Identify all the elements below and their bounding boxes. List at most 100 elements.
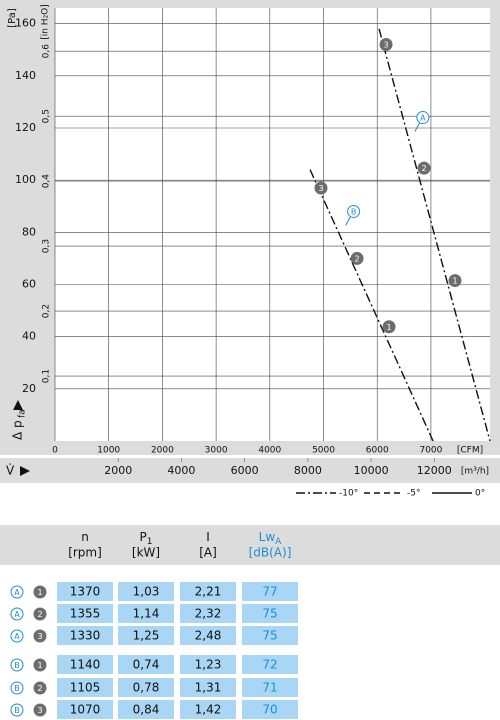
operating-point: 1 xyxy=(448,274,462,288)
row-curve: A xyxy=(14,632,20,641)
column-name-sub: A xyxy=(275,537,282,547)
table-cell xyxy=(242,700,298,719)
x-arrow xyxy=(20,466,30,476)
y-label: [Pa] xyxy=(7,8,18,28)
curve-label-circle xyxy=(347,204,361,218)
legend-label: 0° xyxy=(475,489,485,499)
row-curve: A xyxy=(14,588,20,597)
cell-text: 1,03 xyxy=(133,585,160,599)
table-cell xyxy=(180,678,236,697)
y2-tick-label: 0,5 xyxy=(42,109,52,123)
table-cell xyxy=(57,700,113,719)
cell-text: 1,14 xyxy=(133,607,160,621)
row-curve: A xyxy=(14,610,20,619)
x-tick-label: 7000 xyxy=(419,446,442,456)
row-point: 2 xyxy=(37,610,42,619)
x-tick-label: 1000 xyxy=(97,446,120,456)
x-tick-label: 5000 xyxy=(312,446,335,456)
curve-label-circle xyxy=(416,111,430,125)
operating-point: 1 xyxy=(382,320,396,334)
point-label: 1 xyxy=(452,277,457,286)
row-point: 3 xyxy=(37,632,42,641)
y-arrow xyxy=(13,400,23,410)
y-tick-label: 80 xyxy=(22,225,36,238)
cell-text: 0,78 xyxy=(133,681,160,695)
operating-point: 3 xyxy=(314,181,328,195)
cell-text: 1,42 xyxy=(195,703,222,717)
row-curve-circle xyxy=(10,585,24,599)
cell-text: 1330 xyxy=(70,629,101,643)
x2-tick-label: 8000 xyxy=(294,464,322,477)
column-name: LwA xyxy=(259,530,283,547)
table-cell xyxy=(242,678,298,697)
cell-text: 70 xyxy=(262,703,277,717)
cell-text: 2,21 xyxy=(195,585,222,599)
x-title: V̇ xyxy=(6,463,15,477)
callout-leader xyxy=(414,122,421,132)
cell-text: 1355 xyxy=(70,607,101,621)
row-curve-circle xyxy=(10,681,24,695)
cell-text: 1070 xyxy=(70,703,101,717)
point-label-circle xyxy=(382,320,396,334)
table-cell xyxy=(180,655,236,674)
table-cell xyxy=(180,604,236,623)
y-title: Δ p fa xyxy=(11,409,28,440)
row-point-circle xyxy=(33,703,47,717)
cell-text: 2,32 xyxy=(195,607,222,621)
row-curve-circle xyxy=(10,703,24,717)
x-tick-label: 0 xyxy=(52,446,58,456)
x2-tick-label: 6000 xyxy=(231,464,259,477)
y2-tick-label: 0,1 xyxy=(42,369,52,383)
row-curve-circle xyxy=(10,607,24,621)
cell-text: 2,48 xyxy=(195,629,222,643)
legend-label: -10° xyxy=(339,489,358,499)
y2-tick-label: 0,6 xyxy=(42,44,52,59)
table-cell xyxy=(118,582,174,601)
point-label: 3 xyxy=(383,41,388,50)
cell-text: 77 xyxy=(262,585,277,599)
cell-text: 1105 xyxy=(70,681,101,695)
x-tick-label: 3000 xyxy=(205,446,228,456)
y-tick-label: 100 xyxy=(15,173,36,186)
cell-text: 72 xyxy=(262,658,277,672)
table-cell xyxy=(57,582,113,601)
table-cell xyxy=(242,604,298,623)
plot-area xyxy=(55,8,490,441)
column-name-sub: 1 xyxy=(147,537,153,547)
table-cell xyxy=(242,626,298,645)
row-point: 2 xyxy=(37,684,42,693)
point-label-circle xyxy=(314,181,328,195)
x2-tick-label: 10000 xyxy=(354,464,389,477)
cell-text: 71 xyxy=(262,681,277,695)
callout-leader xyxy=(345,216,352,226)
row-point: 1 xyxy=(37,661,42,670)
row-point-circle xyxy=(33,585,47,599)
x-tick-label: 6000 xyxy=(366,446,389,456)
row-point-circle xyxy=(33,658,47,672)
column-name: I xyxy=(206,530,210,544)
legend-label: -5° xyxy=(407,489,420,499)
y-tick-label: 40 xyxy=(22,330,36,343)
point-label-circle xyxy=(379,38,393,52)
column-name-text: n xyxy=(81,530,89,544)
y-title-text: Δ p xyxy=(11,420,25,440)
table-cell xyxy=(118,700,174,719)
row-point: 1 xyxy=(37,588,42,597)
row-point-circle xyxy=(33,681,47,695)
y2-tick-label: 0,2 xyxy=(42,304,52,318)
cell-text: 1,23 xyxy=(195,658,222,672)
cell-text: 75 xyxy=(262,607,277,621)
y-tick-label: 20 xyxy=(22,382,36,395)
cell-text: 1370 xyxy=(70,585,101,599)
row-curve-circle xyxy=(10,629,24,643)
point-label-circle xyxy=(350,251,364,265)
table-cell xyxy=(118,655,174,674)
column-name-text: Lw xyxy=(259,530,276,544)
column-unit: [dB(A)] xyxy=(249,546,292,560)
table-cell xyxy=(242,582,298,601)
operating-point: 2 xyxy=(417,161,431,175)
x2-tick-label: 12000 xyxy=(417,464,452,477)
x-tick-label: 2000 xyxy=(151,446,174,456)
row-curve: B xyxy=(14,706,20,715)
